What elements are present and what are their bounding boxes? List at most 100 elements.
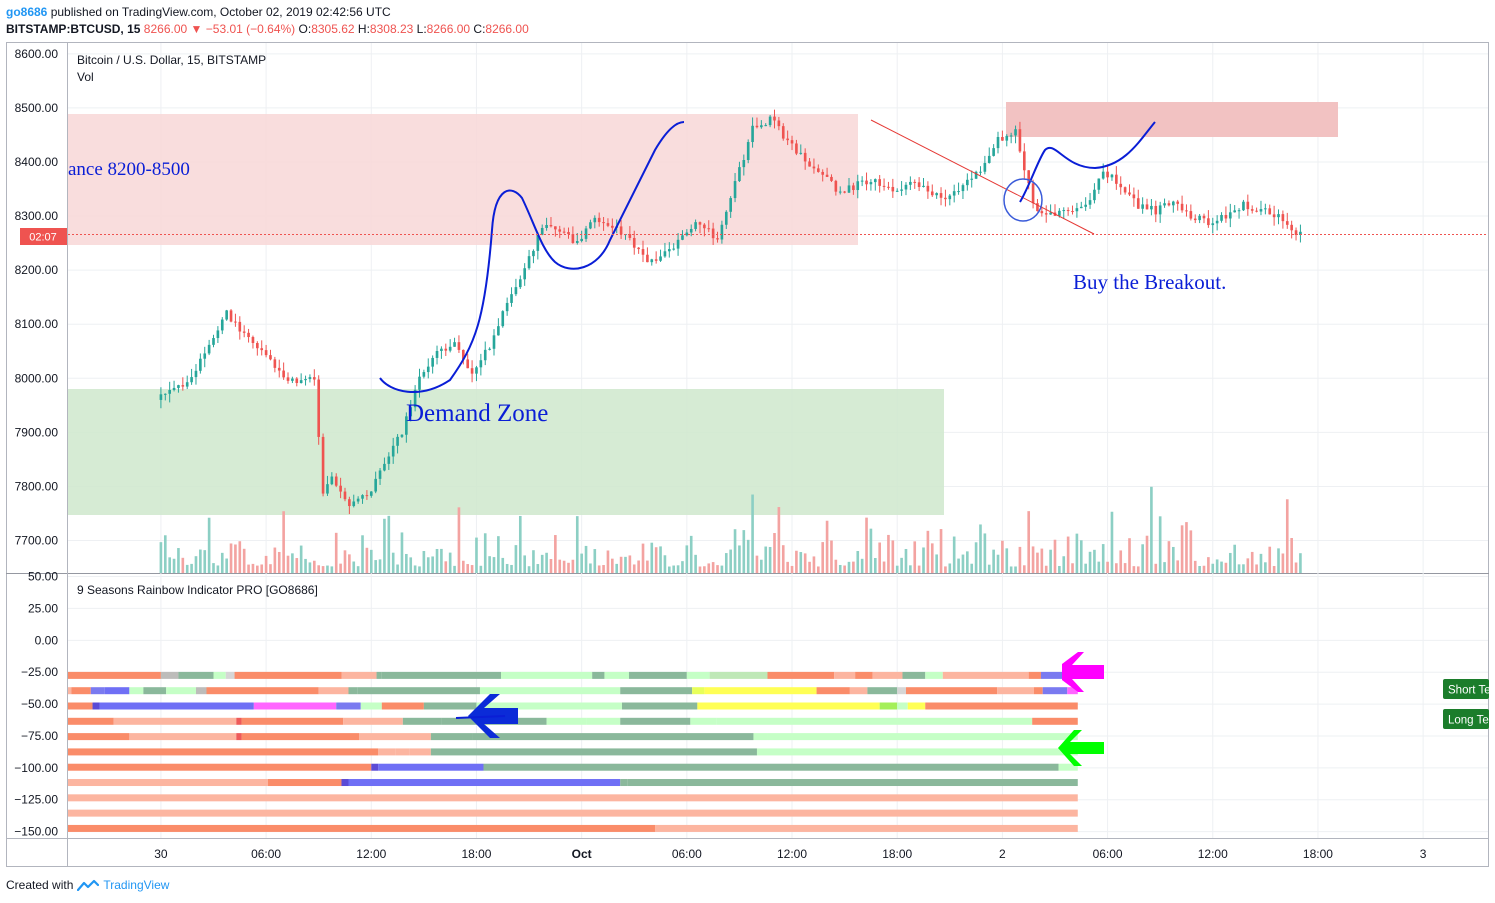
candle-body xyxy=(817,168,820,172)
rainbow-segment xyxy=(68,702,93,710)
volume-bar xyxy=(1049,549,1052,573)
volume-bar xyxy=(812,556,816,573)
candle-body xyxy=(229,310,233,322)
ohlc-legend: BITSTAMP:BTCUSD, 15 8266.00 ▼ −53.01 (−0… xyxy=(6,22,529,36)
volume-bar xyxy=(352,561,356,573)
volume-bar xyxy=(939,529,943,573)
footer: Created with TradingView xyxy=(6,878,169,892)
trend-line[interactable] xyxy=(870,119,1095,235)
volume-bar xyxy=(834,559,838,573)
rainbow-segment xyxy=(166,687,196,695)
volume-bar xyxy=(505,563,509,573)
rainbow-segment xyxy=(942,671,1029,679)
candle-body xyxy=(185,382,189,387)
author-link[interactable]: go8686 xyxy=(6,5,48,19)
candle-body xyxy=(321,436,325,494)
volume-bar xyxy=(1097,561,1101,573)
rainbow-segment xyxy=(1058,763,1078,771)
chart-frame xyxy=(6,42,1489,867)
volume-bar xyxy=(667,566,671,573)
volume-bar xyxy=(1224,562,1228,573)
rainbow-segment xyxy=(620,717,691,725)
volume-bar xyxy=(1128,538,1131,573)
candle-body xyxy=(532,250,535,257)
volume-bar xyxy=(659,546,662,573)
rainbow-segment xyxy=(1040,671,1068,679)
candle-body xyxy=(277,367,281,371)
volume-bar xyxy=(1176,560,1180,573)
volume-bar xyxy=(847,561,851,573)
candle-body xyxy=(571,234,575,243)
volume-bar xyxy=(1185,522,1188,573)
candle-body xyxy=(992,148,995,156)
volume-bar xyxy=(216,565,220,573)
candle-body xyxy=(374,478,377,492)
resistance-annotation[interactable]: ance 8200-8500 xyxy=(68,159,190,180)
time-tick-label: 06:00 xyxy=(1093,847,1123,861)
candle-body xyxy=(326,484,329,494)
down-triangle-icon: ▼ xyxy=(190,22,203,36)
rainbow-segment xyxy=(501,671,593,679)
demand-annotation[interactable]: Demand Zone xyxy=(406,400,548,427)
candle-body xyxy=(453,342,456,347)
volume-bar xyxy=(330,566,334,573)
open-label: O: xyxy=(298,22,312,36)
volume-bar xyxy=(650,542,654,573)
candle-body xyxy=(378,470,382,479)
rainbow-segment xyxy=(267,779,342,787)
rainbow-segment xyxy=(697,702,880,710)
volume-bar xyxy=(716,565,719,573)
breakout-annotation[interactable]: Buy the Breakout. xyxy=(1073,270,1226,294)
volume-bar xyxy=(286,555,290,573)
time-tick-label: 18:00 xyxy=(461,847,491,861)
volume-bar xyxy=(558,559,562,573)
candle-body xyxy=(847,185,851,193)
publish-info: go8686 published on TradingView.com, Oct… xyxy=(6,5,391,19)
volume-bar xyxy=(291,553,294,573)
volume-bar xyxy=(1018,546,1022,573)
candle-body xyxy=(1071,211,1074,213)
candle-body xyxy=(247,332,250,338)
rainbow-segment xyxy=(241,717,344,725)
candle-body xyxy=(286,377,290,381)
rainbow-segment xyxy=(68,671,161,679)
candle-body xyxy=(781,126,785,139)
rainbow-segment xyxy=(113,717,237,725)
candle-body xyxy=(957,191,960,193)
volume-bar xyxy=(720,565,724,573)
projection-drawing[interactable] xyxy=(1019,121,1156,203)
volume-bar xyxy=(321,566,325,573)
candle-body xyxy=(523,268,526,280)
candle-body xyxy=(1299,231,1302,235)
candle-body xyxy=(773,116,776,121)
candle-body xyxy=(396,436,399,446)
candle-body xyxy=(199,358,202,371)
price-path-drawing[interactable] xyxy=(379,121,685,393)
candle-body xyxy=(1167,203,1171,206)
drawings-layer[interactable] xyxy=(379,119,1156,766)
volume-bar xyxy=(935,554,938,573)
volume-bar xyxy=(777,507,781,573)
volume-bar xyxy=(944,566,947,573)
candle-body xyxy=(1211,223,1215,226)
long-term-badge[interactable]: Long Te xyxy=(1443,709,1489,729)
candle-body xyxy=(1141,204,1144,209)
rainbow-segment xyxy=(834,671,856,679)
volume-bar xyxy=(602,565,605,573)
volume-bar xyxy=(703,566,706,573)
volume-bar xyxy=(391,552,395,573)
breakout-circle[interactable] xyxy=(1003,178,1043,222)
rainbow-segment xyxy=(381,702,424,710)
volume-bar xyxy=(339,563,342,573)
volume-bar xyxy=(1259,553,1263,573)
candle-body xyxy=(260,348,264,351)
volume-bar xyxy=(808,561,811,573)
candle-body xyxy=(1259,209,1263,212)
short-term-badge[interactable]: Short Te xyxy=(1443,679,1491,699)
volume-bar xyxy=(606,550,610,573)
candle-body xyxy=(1005,135,1009,141)
tradingview-brand-link[interactable]: TradingView xyxy=(103,878,170,892)
candle-body xyxy=(1044,213,1048,215)
volume-bar xyxy=(1075,533,1079,573)
